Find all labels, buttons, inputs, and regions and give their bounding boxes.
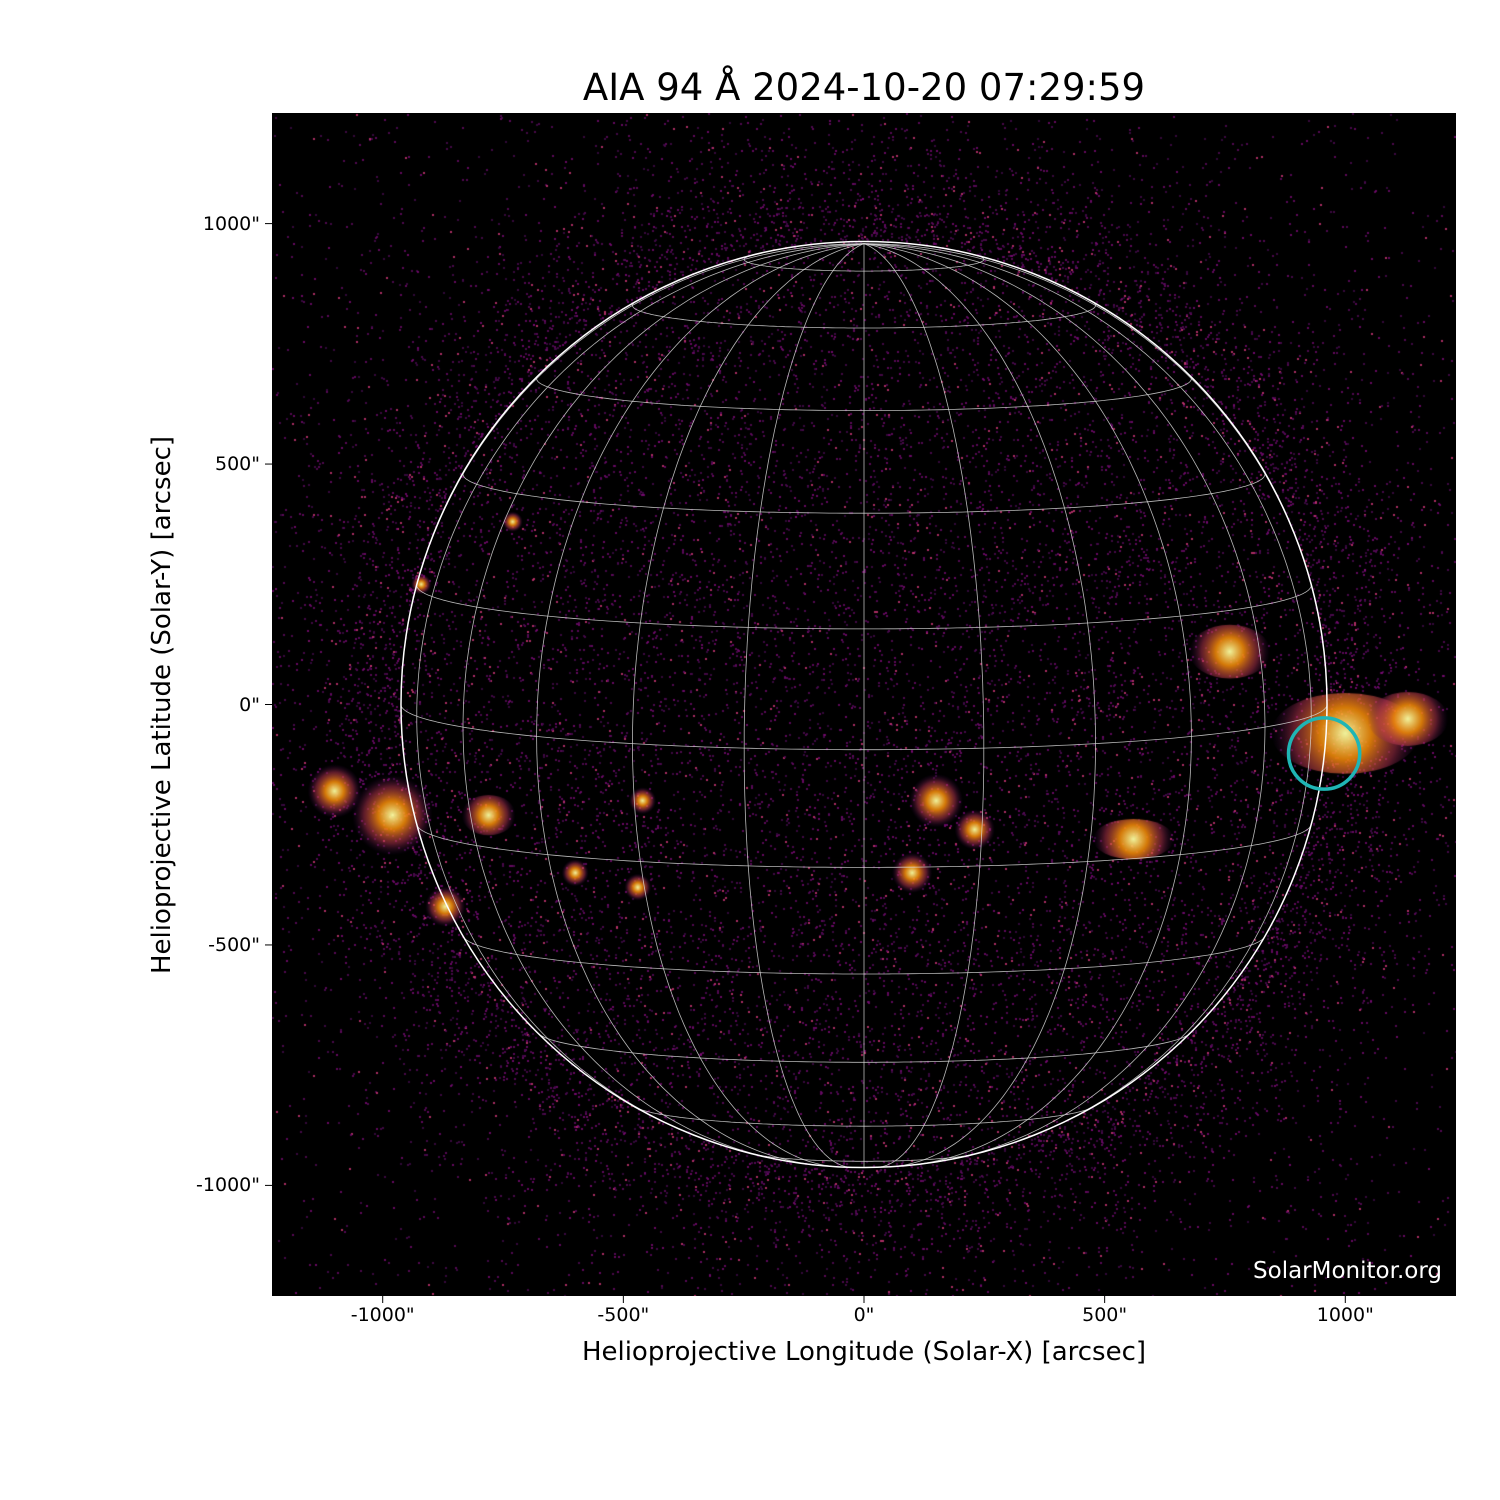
y-tick-label: 500" (214, 453, 260, 476)
latitude-grid-line (536, 375, 1192, 411)
region-annotation-circle (1286, 716, 1362, 791)
latitude-grid-line (743, 254, 985, 272)
longitude-grid-line (536, 243, 865, 1166)
latitude-grid-line (462, 471, 1266, 514)
longitude-grid-line (632, 243, 865, 1167)
latitude-grid-line (635, 1107, 1093, 1127)
longitude-grid-line (743, 243, 865, 1168)
longitude-grid-line (400, 243, 865, 705)
latitude-grid-line (752, 1153, 976, 1162)
longitude-grid-line (863, 243, 1312, 1140)
y-tick-label: 0" (239, 693, 260, 716)
longitude-grid-line (416, 243, 865, 1140)
grid-overlay (400, 240, 1362, 1169)
solar-image-plot: SolarMonitor.org (272, 113, 1456, 1296)
latitude-grid-line (416, 825, 1312, 868)
longitude-grid-line (863, 243, 1096, 1167)
latitude-grid-line (463, 937, 1265, 975)
y-axis-label: Helioprojective Latitude (Solar-Y) [arcs… (147, 435, 177, 975)
x-axis-label: Helioprojective Longitude (Solar-X) [arc… (581, 1337, 1147, 1367)
x-tick-label: -1000" (350, 1304, 415, 1326)
latitude-grid-line (416, 584, 1312, 630)
y-tick-label: -1000" (196, 1174, 260, 1197)
x-tick-label: 0" (853, 1304, 875, 1326)
longitude-grid-line (863, 243, 1266, 1161)
latitude-grid-line (400, 704, 1328, 751)
x-tick-label: 500" (1082, 1304, 1128, 1326)
chart-title: AIA 94 Å 2024-10-20 07:29:59 (582, 66, 1146, 109)
latitude-grid-line (538, 1033, 1190, 1063)
solar-limb (400, 240, 1328, 1169)
x-tick-label: -500" (597, 1304, 650, 1326)
longitude-grid-line (462, 243, 865, 1161)
y-tick-label: 1000" (202, 212, 260, 235)
longitude-grid-line (863, 243, 985, 1168)
longitude-grid-line (863, 243, 1192, 1166)
longitude-grid-line (863, 243, 1328, 705)
x-tick-label: 1000" (1316, 1304, 1374, 1326)
latitude-grid-line (632, 301, 1096, 329)
watermark: SolarMonitor.org (1253, 1258, 1442, 1284)
y-tick-label: -500" (208, 933, 260, 956)
